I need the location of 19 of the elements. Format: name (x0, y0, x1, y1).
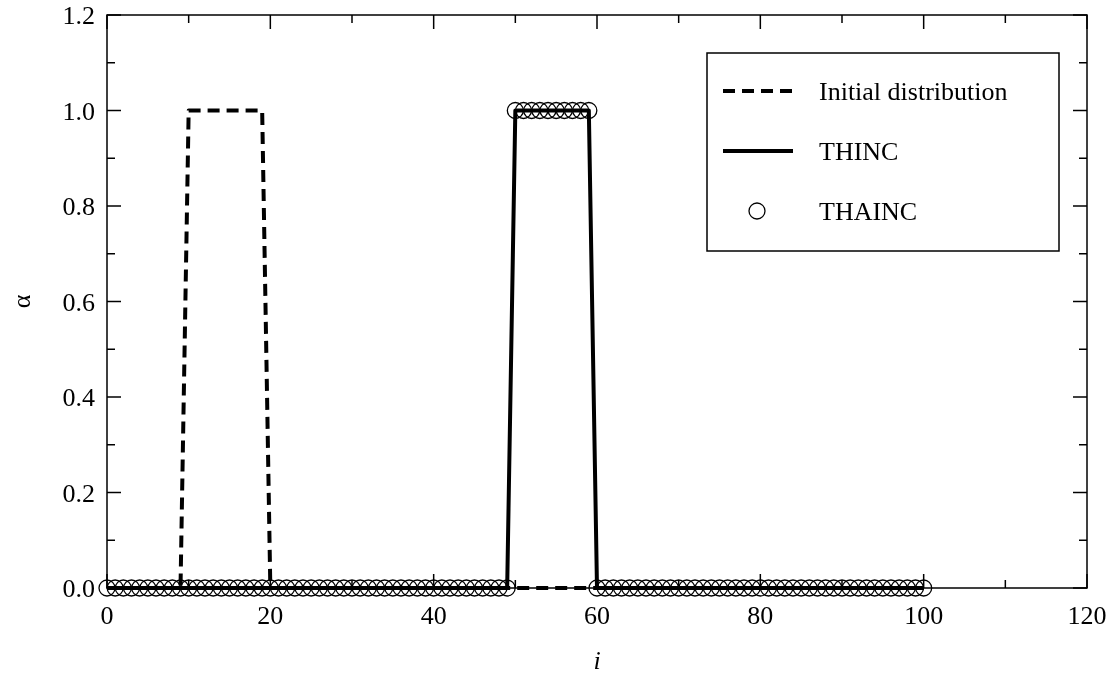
x-tick-label: 80 (747, 601, 774, 630)
x-tick-label: 0 (100, 601, 114, 630)
x-tick-label: 60 (584, 601, 610, 630)
x-tick-label: 100 (904, 601, 944, 630)
x-axis-title: i (593, 646, 601, 675)
x-tick-label: 20 (257, 601, 284, 630)
x-tick-label: 40 (420, 601, 447, 630)
x-tick-label: 120 (1067, 601, 1107, 630)
legend-label: THAINC (819, 197, 918, 227)
y-tick-label: 0.2 (62, 478, 95, 508)
y-tick-label: 0.6 (62, 287, 95, 317)
y-tick-label: 0.8 (62, 192, 95, 222)
y-tick-label: 1.2 (62, 1, 95, 31)
y-axis-title: α (7, 294, 36, 309)
y-tick-label: 0.0 (62, 574, 95, 604)
y-tick-label: 1.0 (62, 96, 95, 126)
legend-label: THINC (819, 137, 899, 167)
legend-label: Initial distribution (819, 77, 1008, 107)
y-tick-label: 0.4 (62, 383, 95, 413)
